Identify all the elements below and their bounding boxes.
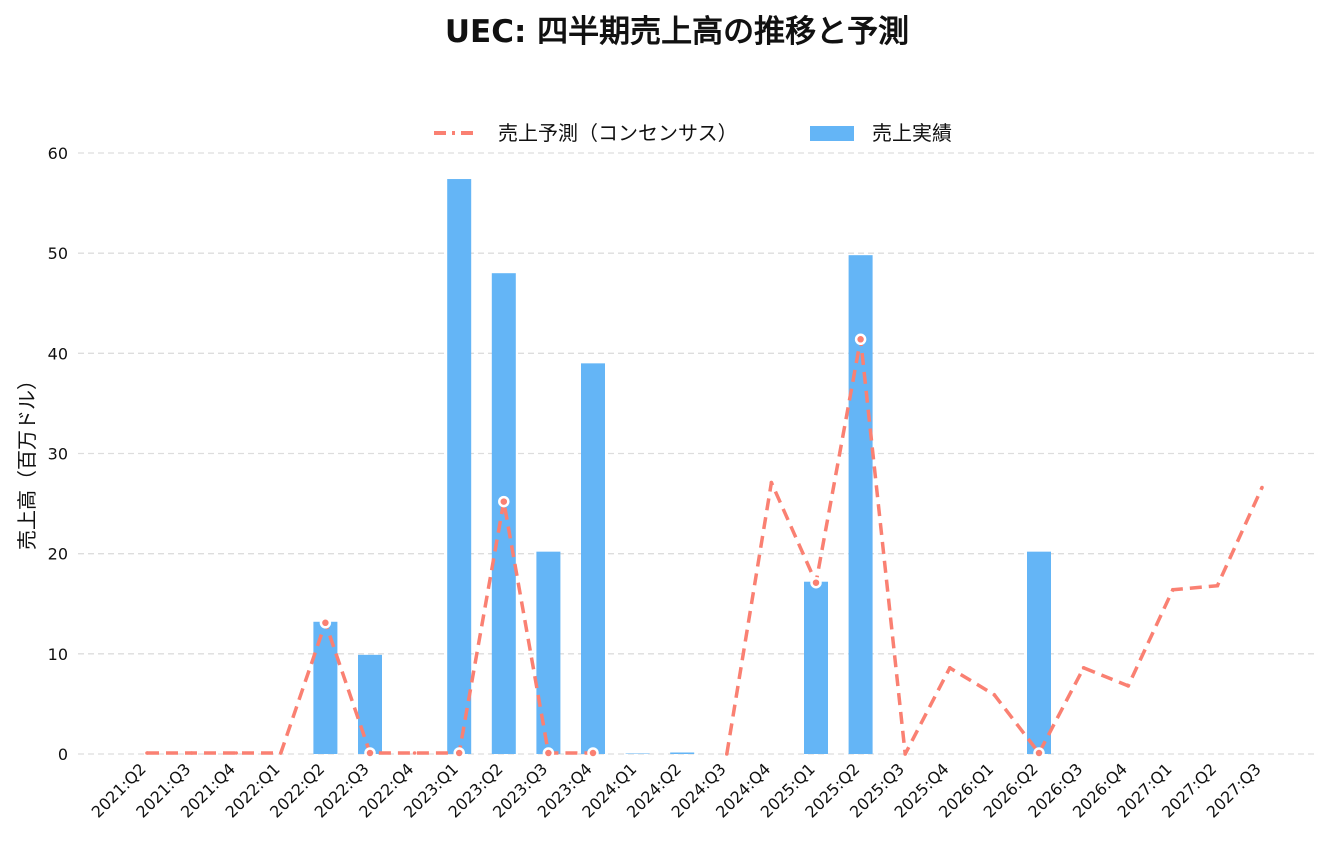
- y-tick-label: 50: [48, 244, 68, 263]
- forecast-point: [453, 747, 465, 759]
- forecast-point: [364, 747, 376, 759]
- forecast-point: [145, 751, 149, 755]
- legend: 売上予測（コンセンサス） 売上実績: [434, 121, 952, 145]
- bar: [491, 273, 516, 754]
- y-tick-label: 0: [58, 745, 68, 764]
- x-axis-ticks: 2021:Q22021:Q32021:Q42022:Q12022:Q22022:…: [88, 759, 1265, 821]
- bar: [581, 363, 605, 754]
- legend-actual-label: 売上実績: [872, 121, 952, 145]
- y-tick-label: 60: [48, 144, 68, 163]
- forecast-point: [319, 617, 332, 629]
- chart-title: UEC: 四半期売上高の推移と予測: [445, 14, 909, 50]
- bar-series: [313, 179, 1051, 755]
- y-tick-label: 40: [48, 344, 68, 363]
- forecast-point: [903, 752, 907, 756]
- forecast-point: [1260, 485, 1264, 490]
- bar: [447, 179, 472, 754]
- forecast-point: [725, 752, 729, 756]
- y-axis-label: 売上高（百万ドル）: [15, 370, 39, 550]
- bar: [670, 752, 695, 754]
- forecast-point: [1215, 583, 1220, 588]
- grid-lines: [78, 152, 1318, 755]
- bar: [1027, 551, 1051, 754]
- forecast-point: [769, 480, 774, 485]
- forecast-point: [1171, 587, 1175, 592]
- forecast-point: [412, 751, 417, 755]
- forecast-point: [234, 751, 238, 755]
- forecast-point: [854, 333, 867, 346]
- y-axis-ticks: 0 10 20 30 40 50 60: [48, 144, 68, 764]
- bar: [536, 551, 561, 754]
- forecast-point: [542, 747, 555, 759]
- forecast-point: [948, 666, 952, 670]
- forecast-point: [1126, 684, 1130, 688]
- forecast-point: [1081, 666, 1086, 670]
- forecast-point: [810, 576, 822, 589]
- forecast-point: [498, 495, 510, 508]
- line-series: [145, 333, 1264, 759]
- forecast-point: [587, 747, 599, 759]
- forecast-point: [1033, 747, 1045, 759]
- bar: [848, 255, 873, 755]
- bar: [358, 654, 382, 754]
- legend-forecast-label: 売上予測（コンセンサス）: [498, 121, 738, 145]
- y-tick-label: 10: [48, 645, 68, 664]
- legend-bar-swatch: [810, 126, 854, 141]
- y-tick-label: 30: [48, 445, 68, 464]
- bar: [804, 581, 828, 754]
- bar: [625, 753, 650, 754]
- y-tick-label: 20: [48, 545, 68, 564]
- bar: [313, 621, 338, 754]
- forecast-point: [189, 751, 194, 755]
- forecast-point: [279, 751, 283, 755]
- forecast-point: [992, 693, 997, 697]
